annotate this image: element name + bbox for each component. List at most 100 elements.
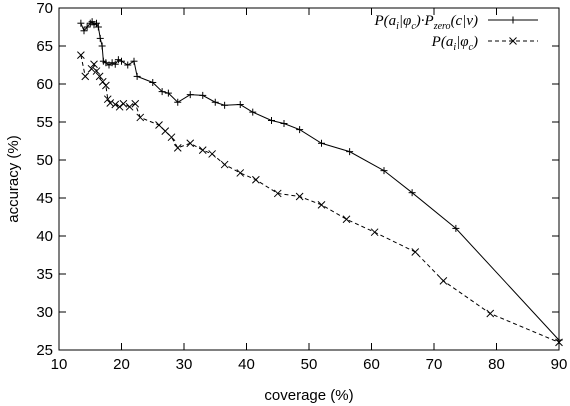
y-tick-label: 50 <box>36 152 53 169</box>
series-2-point-25 <box>252 175 260 184</box>
series-2 <box>77 51 563 347</box>
series-1-point-27 <box>221 101 229 109</box>
series-2-point-33 <box>486 309 495 318</box>
series-2-point-0 <box>77 51 85 59</box>
series-1-line <box>80 20 560 341</box>
series-1-point-14 <box>111 60 119 68</box>
series-1-point-34 <box>346 148 354 156</box>
series-1-point-23 <box>174 98 182 106</box>
series-1-point-20 <box>149 78 157 86</box>
series-2-point-10 <box>111 100 120 109</box>
series-2-line <box>80 55 560 343</box>
x-axis-label: coverage (%) <box>264 387 353 404</box>
series-1-point-31 <box>280 120 288 128</box>
y-tick-label: 40 <box>36 228 53 245</box>
x-tick-label: 50 <box>301 356 318 373</box>
series-1-point-29 <box>249 108 257 116</box>
series-1-point-8 <box>96 34 104 42</box>
series-1-point-33 <box>318 139 325 147</box>
series-1-point-37 <box>452 224 460 232</box>
series-2-point-31 <box>411 248 420 256</box>
y-tick-label: 25 <box>36 342 53 359</box>
series-2-point-30 <box>370 228 379 237</box>
series-1-point-2 <box>83 23 91 31</box>
series-2-point-27 <box>295 192 304 201</box>
y-tick-label: 30 <box>36 304 53 321</box>
series-1-point-28 <box>236 101 244 109</box>
legend-label-2: P(ai|φc) <box>431 34 478 53</box>
series-1-point-30 <box>268 116 275 124</box>
series-2-point-16 <box>155 121 163 129</box>
y-tick-label: 55 <box>36 114 53 131</box>
series-2-point-11 <box>115 102 124 111</box>
series-2-point-24 <box>236 169 245 177</box>
series-2-point-15 <box>136 113 145 122</box>
series-1-point-26 <box>211 98 219 106</box>
y-tick-label: 35 <box>36 266 53 283</box>
series-2-point-13 <box>125 102 134 111</box>
legend: P(ai|φc)·Pzero(c|v) P(ai|φc) <box>373 13 538 53</box>
series-2-point-28 <box>317 200 326 209</box>
series-2-point-9 <box>106 99 115 107</box>
legend-marker-1 <box>509 16 517 24</box>
series-2-point-1 <box>81 72 90 81</box>
series-1-point-1 <box>80 27 88 35</box>
series-2-point-19 <box>173 143 182 152</box>
legend-marker-2 <box>509 37 517 45</box>
series-1-point-22 <box>164 89 172 97</box>
series-1-point-15 <box>114 56 122 64</box>
series-1-point-36 <box>408 189 416 197</box>
series-2-point-21 <box>198 146 207 154</box>
series-1-point-13 <box>108 59 116 67</box>
series-2-point-2 <box>87 64 96 73</box>
series-1-point-21 <box>158 88 166 96</box>
series-2-point-12 <box>119 99 128 108</box>
series-2-point-18 <box>167 133 176 142</box>
series-1-point-18 <box>130 57 138 65</box>
series-layer <box>77 18 563 347</box>
x-tick-label: 60 <box>363 356 380 373</box>
series-2-point-7 <box>102 81 110 90</box>
y-tick-label: 70 <box>36 0 53 17</box>
series-2-point-8 <box>103 95 112 104</box>
series-1-point-25 <box>199 91 207 99</box>
series-1-point-19 <box>133 72 141 80</box>
series-1-point-0 <box>77 19 85 27</box>
legend-label-1: P(ai|φc)·Pzero(c|v) <box>373 13 478 32</box>
y-tick-label: 45 <box>36 190 53 207</box>
x-tick-label: 40 <box>238 356 255 373</box>
series-1-point-35 <box>380 167 388 175</box>
series-1-point-24 <box>186 91 194 99</box>
series-1 <box>77 18 563 344</box>
series-2-point-22 <box>208 150 216 158</box>
series-2-point-29 <box>342 215 351 224</box>
series-1-point-32 <box>296 126 304 134</box>
x-tick-label: 10 <box>51 356 68 373</box>
x-tick-label: 20 <box>113 356 130 373</box>
x-tick-label: 80 <box>488 356 505 373</box>
series-2-point-32 <box>439 276 448 285</box>
series-2-point-26 <box>273 189 282 198</box>
x-tick-label: 90 <box>551 356 568 373</box>
series-1-point-16 <box>118 57 125 65</box>
y-tick-label: 65 <box>36 38 53 55</box>
y-axis-label: accuracy (%) <box>5 135 22 223</box>
x-tick-label: 70 <box>426 356 443 373</box>
series-2-point-34 <box>555 338 563 347</box>
series-1-point-7 <box>94 23 102 31</box>
series-2-point-14 <box>131 99 140 108</box>
y-tick-label: 60 <box>36 76 53 93</box>
series-1-point-17 <box>124 61 132 69</box>
series-1-point-9 <box>98 42 106 50</box>
y-axis: 25 30 35 40 45 50 55 60 65 70 <box>36 0 559 359</box>
x-tick-label: 30 <box>176 356 193 373</box>
x-axis: 10 20 30 40 50 60 70 80 90 <box>51 8 568 373</box>
series-1-point-6 <box>93 19 100 27</box>
series-2-point-20 <box>186 139 195 148</box>
series-2-point-23 <box>220 160 229 169</box>
series-2-point-17 <box>161 127 170 135</box>
series-2-point-3 <box>90 60 98 69</box>
series-2-point-4 <box>92 67 101 75</box>
series-2-point-5 <box>95 72 104 81</box>
